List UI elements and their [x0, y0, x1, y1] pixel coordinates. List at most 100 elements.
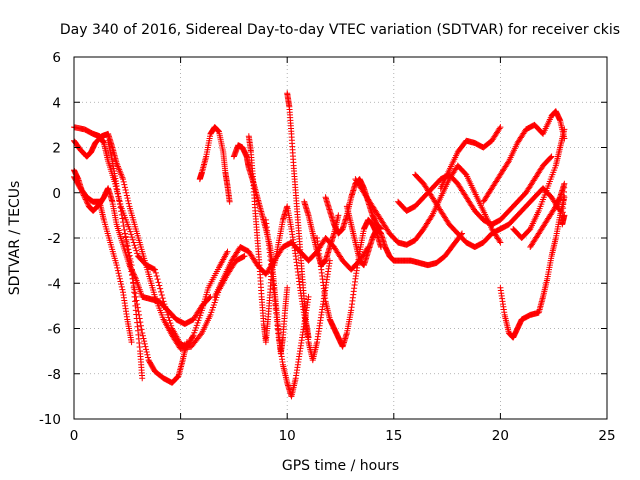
- data-point: [117, 278, 124, 285]
- data-point: [118, 281, 125, 288]
- data-point: [121, 226, 128, 233]
- y-axis-label: SDTVAR / TECUs: [7, 181, 23, 296]
- data-point: [128, 339, 135, 346]
- data-point: [126, 252, 133, 259]
- data-point: [139, 375, 146, 382]
- series-track-20: [437, 124, 504, 192]
- data-point: [496, 125, 503, 132]
- data-point: [124, 243, 131, 250]
- x-tick-label: 20: [492, 428, 509, 444]
- series-track-2: [71, 130, 248, 352]
- data-point: [139, 332, 146, 339]
- data-point: [141, 338, 148, 345]
- data-point: [153, 273, 160, 280]
- data-point: [114, 190, 121, 197]
- data-point: [224, 248, 231, 255]
- data-point: [123, 236, 130, 243]
- data-point: [120, 176, 127, 183]
- data-point: [120, 219, 127, 226]
- data-point: [125, 197, 132, 204]
- x-axis-label: GPS time / hours: [282, 458, 399, 474]
- data-point: [116, 201, 123, 208]
- series-track-23: [510, 126, 568, 241]
- data-point: [115, 193, 122, 200]
- data-point: [152, 269, 159, 276]
- data-point: [127, 255, 134, 262]
- data-point: [167, 320, 174, 327]
- data-point: [126, 225, 133, 232]
- data-point: [144, 351, 151, 358]
- data-point: [116, 273, 123, 280]
- y-tick-label: 2: [52, 141, 61, 157]
- y-tick-label: -2: [48, 231, 61, 247]
- data-point: [133, 247, 140, 254]
- data-point: [365, 244, 372, 251]
- series-track-5: [105, 137, 190, 386]
- data-points: [71, 90, 568, 400]
- data-point: [497, 124, 504, 131]
- data-point: [428, 213, 435, 220]
- data-point: [156, 282, 163, 289]
- data-point: [134, 250, 141, 257]
- series-track-7: [196, 124, 233, 205]
- series-track-21: [480, 108, 568, 205]
- data-point: [120, 178, 127, 185]
- data-point: [116, 197, 123, 204]
- x-tick-label: 0: [70, 428, 79, 444]
- data-point: [183, 339, 190, 346]
- chart-title: Day 340 of 2016, Sidereal Day-to-day VTE…: [60, 22, 620, 38]
- data-point: [135, 308, 142, 315]
- data-point: [157, 285, 164, 292]
- data-point: [124, 195, 131, 202]
- data-point: [121, 181, 128, 188]
- data-point: [142, 343, 149, 350]
- data-point: [155, 279, 162, 286]
- y-tick-label: 6: [52, 50, 61, 66]
- y-tick-label: 0: [52, 186, 61, 202]
- data-point: [127, 258, 134, 265]
- data-point: [114, 264, 121, 271]
- data-point: [137, 322, 144, 329]
- data-point: [158, 292, 165, 299]
- axis-ticks: 0 5 10 15 20 25 -10 -8 -6 -4 -2 0 2 4 6: [39, 50, 616, 444]
- data-point: [226, 198, 233, 205]
- y-tick-label: 4: [52, 95, 61, 111]
- data-point: [116, 275, 123, 282]
- data-point: [561, 126, 568, 133]
- data-point: [159, 295, 166, 302]
- series-track-25: [211, 235, 372, 300]
- data-point: [113, 182, 120, 189]
- data-point: [496, 238, 503, 245]
- data-point: [119, 286, 126, 293]
- x-tick-label: 15: [385, 428, 402, 444]
- data-point: [125, 246, 132, 253]
- data-point: [119, 215, 126, 222]
- data-point: [141, 340, 148, 347]
- data-point: [124, 239, 131, 246]
- data-point: [123, 189, 130, 196]
- data-point: [118, 211, 125, 218]
- y-tick-label: -4: [48, 276, 61, 292]
- grid: [74, 57, 607, 419]
- data-point: [284, 284, 291, 291]
- data-point: [130, 239, 137, 246]
- data-point: [143, 346, 150, 353]
- data-point: [132, 244, 139, 251]
- x-tick-label: 10: [279, 428, 296, 444]
- data-point: [121, 184, 128, 191]
- data-point: [128, 231, 135, 238]
- data-point: [152, 266, 159, 273]
- data-point: [113, 262, 120, 269]
- y-tick-label: -10: [39, 412, 61, 428]
- data-point: [335, 212, 342, 219]
- data-point: [165, 314, 172, 321]
- data-point: [241, 253, 248, 260]
- data-point: [547, 154, 554, 161]
- series-track-4: [71, 173, 135, 346]
- data-point: [84, 200, 91, 207]
- data-point: [129, 236, 136, 243]
- data-point: [561, 212, 568, 219]
- series-track-19: [412, 171, 564, 251]
